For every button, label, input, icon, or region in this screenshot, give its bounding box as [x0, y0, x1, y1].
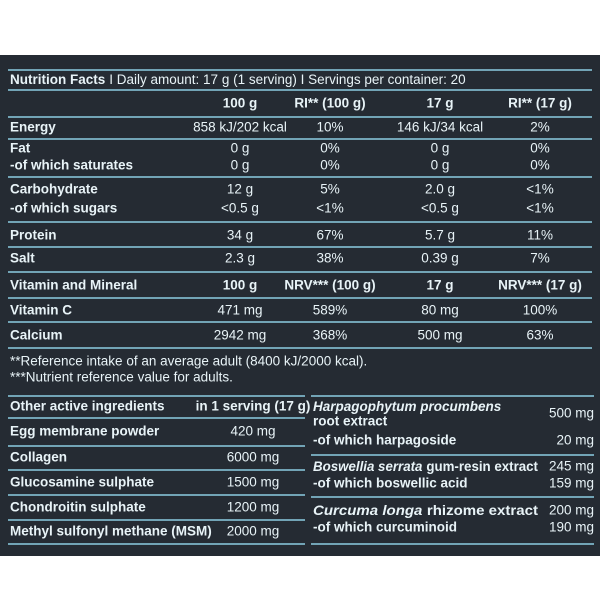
cell: 2%	[530, 120, 550, 135]
cell: <1%	[526, 182, 553, 197]
cell: 500 mg	[549, 406, 594, 421]
row-label: Vitamin C	[10, 303, 72, 318]
cell: 11%	[527, 228, 553, 243]
column-header: NRV*** (100 g)	[284, 278, 375, 293]
cell: 38%	[316, 251, 343, 266]
cell: 0%	[530, 141, 550, 156]
row-label: -of which harpagoside	[313, 433, 457, 448]
cell: 190 mg	[549, 520, 594, 535]
extract-species: Curcuma longa	[313, 503, 423, 518]
cell: 10%	[316, 120, 343, 135]
section-header: Other active ingredients	[10, 399, 165, 414]
cell: 0 g	[231, 141, 250, 156]
column-header: 100 g	[223, 96, 258, 111]
row-label: Carbohydrate	[10, 182, 98, 197]
row-label: Methyl sulfonyl methane (MSM)	[10, 524, 212, 539]
cell: 12 g	[227, 182, 253, 197]
column-header: RI** (100 g)	[294, 96, 365, 111]
cell: 80 mg	[421, 303, 459, 318]
extract-species: Harpagophytum procumbens	[313, 399, 502, 414]
footnote: **Reference intake of an average adult (…	[10, 354, 367, 369]
cell: 7%	[530, 251, 550, 266]
column-header: 17 g	[426, 96, 453, 111]
column-header: RI** (17 g)	[508, 96, 572, 111]
cell: 0 g	[231, 158, 250, 173]
section-header: Vitamin and Mineral	[10, 278, 137, 293]
cell: 368%	[313, 328, 348, 343]
cell: 159 mg	[549, 476, 594, 491]
header-detail: I Daily amount: 17 g (1 serving) I Servi…	[109, 72, 465, 87]
cell: 1500 mg	[227, 475, 280, 490]
cell: 589%	[313, 303, 348, 318]
cell: 0.39 g	[421, 251, 459, 266]
header: Nutrition Facts I Daily amount: 17 g (1 s…	[10, 72, 466, 87]
row-label: -of which boswellic acid	[313, 476, 468, 491]
cell: 6000 mg	[227, 450, 280, 465]
column-header: NRV*** (17 g)	[498, 278, 582, 293]
cell: 200 mg	[549, 503, 594, 518]
row-label: -of which curcuminoid	[313, 520, 457, 535]
extract-name: Boswellia serrata gum-resin extract	[313, 459, 538, 474]
footnote: ***Nutrient reference value for adults.	[10, 370, 233, 385]
row-label: Chondroitin sulphate	[10, 500, 146, 515]
row-label: Fat	[10, 141, 31, 156]
column-header: in 1 serving (17 g)	[196, 399, 311, 414]
extract-species: Boswellia serrata	[313, 459, 423, 474]
extract-part: rhizome extract	[427, 503, 539, 518]
row-label: Salt	[10, 251, 35, 266]
cell: 0 g	[431, 141, 450, 156]
cell: 5%	[320, 182, 340, 197]
cell: 67%	[316, 228, 343, 243]
cell: <0.5 g	[221, 201, 259, 216]
cell: 63%	[526, 328, 553, 343]
cell: 1200 mg	[227, 500, 280, 515]
row-label: Glucosamine sulphate	[10, 475, 155, 490]
cell: 500 mg	[417, 328, 462, 343]
row-label: Egg membrane powder	[10, 424, 160, 439]
header-title: Nutrition Facts	[10, 72, 105, 87]
cell: 146 kJ/34 kcal	[397, 120, 483, 135]
extract-part: gum-resin extract	[426, 459, 538, 474]
cell: 245 mg	[549, 459, 594, 474]
row-label: Protein	[10, 228, 57, 243]
cell: 2.3 g	[225, 251, 255, 266]
cell: 34 g	[227, 228, 253, 243]
cell: 0%	[320, 158, 340, 173]
extract-part: root extract	[313, 414, 388, 429]
cell: 20 mg	[556, 433, 594, 448]
row-label: -of which sugars	[10, 201, 117, 216]
cell: 2942 mg	[214, 328, 267, 343]
column-header: 100 g	[223, 278, 258, 293]
cell: 858 kJ/202 kcal	[193, 120, 287, 135]
extract-name: Curcuma longa rhizome extract	[313, 503, 539, 518]
cell: 5.7 g	[425, 228, 455, 243]
column-header: 17 g	[426, 278, 453, 293]
row-label: Energy	[10, 120, 56, 135]
row-label: -of which saturates	[10, 158, 133, 173]
cell: 2000 mg	[227, 524, 280, 539]
cell: 471 mg	[217, 303, 262, 318]
cell: <1%	[316, 201, 343, 216]
extract-name: Harpagophytum procumbens	[313, 399, 502, 414]
cell: 2.0 g	[425, 182, 455, 197]
cell: <0.5 g	[421, 201, 459, 216]
cell: 0%	[320, 141, 340, 156]
cell: 0%	[530, 158, 550, 173]
cell: <1%	[526, 201, 553, 216]
cell: 0 g	[431, 158, 450, 173]
cell: 100%	[523, 303, 558, 318]
row-label: Calcium	[10, 328, 63, 343]
cell: 420 mg	[230, 424, 275, 439]
row-label: Collagen	[10, 450, 67, 465]
